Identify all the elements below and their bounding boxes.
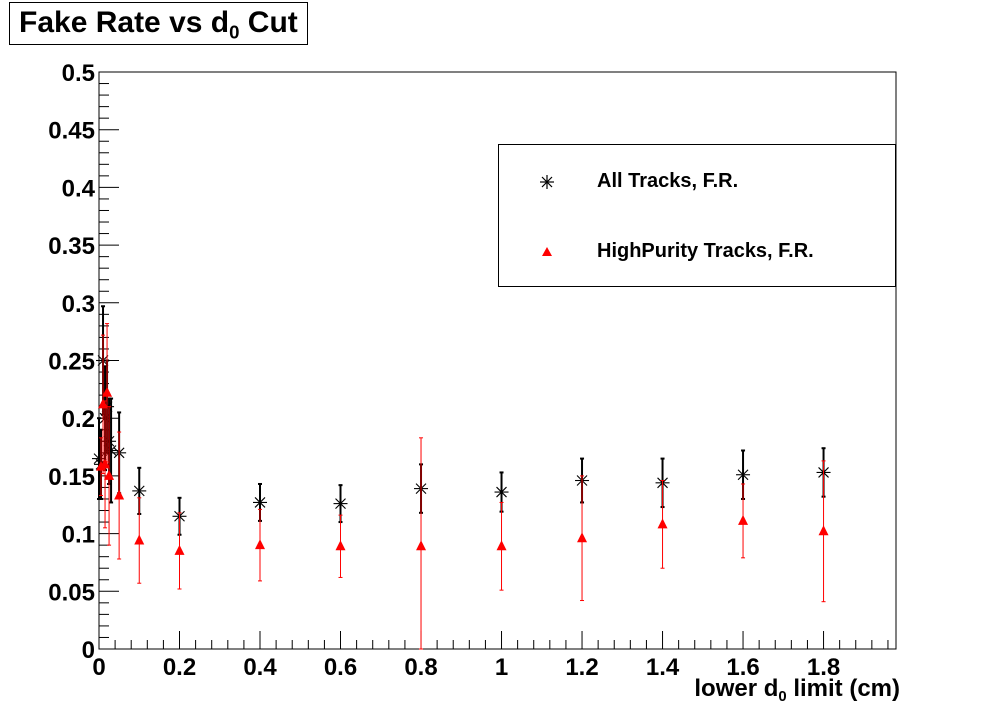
y-tick-label: 0.3 <box>62 291 95 318</box>
triangle-point <box>738 514 749 525</box>
asterisk-stroke <box>105 445 117 456</box>
x-tick-label: 0.2 <box>163 654 196 681</box>
triangle-point <box>104 469 115 480</box>
x-tick-label: 0.6 <box>324 654 357 681</box>
x-tick-label: 1.4 <box>646 654 680 681</box>
asterisk-stroke <box>133 485 145 497</box>
asterisk-point <box>494 485 509 500</box>
x-label-tail: limit (cm) <box>786 675 900 702</box>
triangle-marker-icon <box>542 247 552 256</box>
asterisk-stroke <box>496 486 507 498</box>
triangle-point <box>100 458 111 469</box>
triangle-point <box>818 525 829 536</box>
y-tick-label: 0.15 <box>48 464 95 491</box>
y-tick-label: 0.35 <box>48 233 95 260</box>
asterisk-point <box>333 496 348 511</box>
chart-title: Fake Rate vs d0 Cut <box>9 2 308 45</box>
triangle-point <box>496 540 507 551</box>
series-all-tracks <box>92 305 831 536</box>
x-tick-label: 1 <box>495 654 508 681</box>
y-tick-label: 0.1 <box>62 522 95 549</box>
triangle-point <box>174 544 185 555</box>
y-tick-label: 0.05 <box>48 579 95 606</box>
triangle-point <box>335 540 346 551</box>
triangle-point <box>255 539 266 550</box>
asterisk-stroke <box>737 469 749 481</box>
title-tail: Cut <box>239 6 298 39</box>
triangle-point <box>657 518 668 529</box>
x-label-main: lower d <box>694 675 779 702</box>
asterisk-stroke <box>335 498 346 509</box>
y-tick-label: 0.45 <box>48 118 95 145</box>
asterisk-stroke <box>254 497 266 508</box>
triangle-point <box>114 489 125 500</box>
asterisk-marker-icon <box>540 175 554 189</box>
x-tick-label: 0 <box>92 654 105 681</box>
x-tick-label: 1.8 <box>807 654 840 681</box>
x-label-subscript: 0 <box>778 689 787 706</box>
x-tick-label: 0.4 <box>243 654 277 681</box>
title-main: Fake Rate vs d <box>19 6 230 39</box>
x-tick-label: 1.6 <box>726 654 759 681</box>
asterisk-point <box>92 451 106 466</box>
asterisk-point <box>104 443 119 458</box>
x-axis-label: lower d0 limit (cm) <box>694 675 900 705</box>
legend-label-highpurity-tracks: HighPurity Tracks, F.R. <box>597 240 814 262</box>
triangle-point <box>134 534 145 545</box>
asterisk-stroke <box>93 453 105 464</box>
triangle-point <box>577 532 588 543</box>
y-tick-label: 0.25 <box>48 349 95 376</box>
legend-label-all-tracks: All Tracks, F.R. <box>597 170 739 192</box>
title-subscript: 0 <box>229 21 240 43</box>
legend-entry-highpurity-tracks: HighPurity Tracks, F.R. <box>499 237 895 267</box>
triangle-point <box>102 386 113 397</box>
series-highpurity-tracks <box>96 323 829 650</box>
legend-entry-all-tracks: All Tracks, F.R. <box>499 167 895 197</box>
y-tick-label: 0 <box>82 637 95 664</box>
asterisk-point <box>132 483 147 498</box>
y-tick-label: 0.4 <box>62 175 96 202</box>
y-tick-label: 0.2 <box>62 406 95 433</box>
x-tick-label: 1.2 <box>565 654 598 681</box>
data-marks <box>92 305 831 650</box>
x-tick-label: 0.8 <box>404 654 437 681</box>
triangle-point <box>416 540 427 551</box>
asterisk-point <box>253 495 268 510</box>
y-tick-label: 0.5 <box>62 60 95 87</box>
asterisk-point <box>736 467 751 482</box>
legend: All Tracks, F.R. HighPurity Tracks, F.R. <box>498 144 896 287</box>
axis-tick-labels: 0 0.05 0.1 0.15 0.2 0.25 0.3 0.35 0.4 0.45 0.5 0 0.2… <box>48 60 840 681</box>
